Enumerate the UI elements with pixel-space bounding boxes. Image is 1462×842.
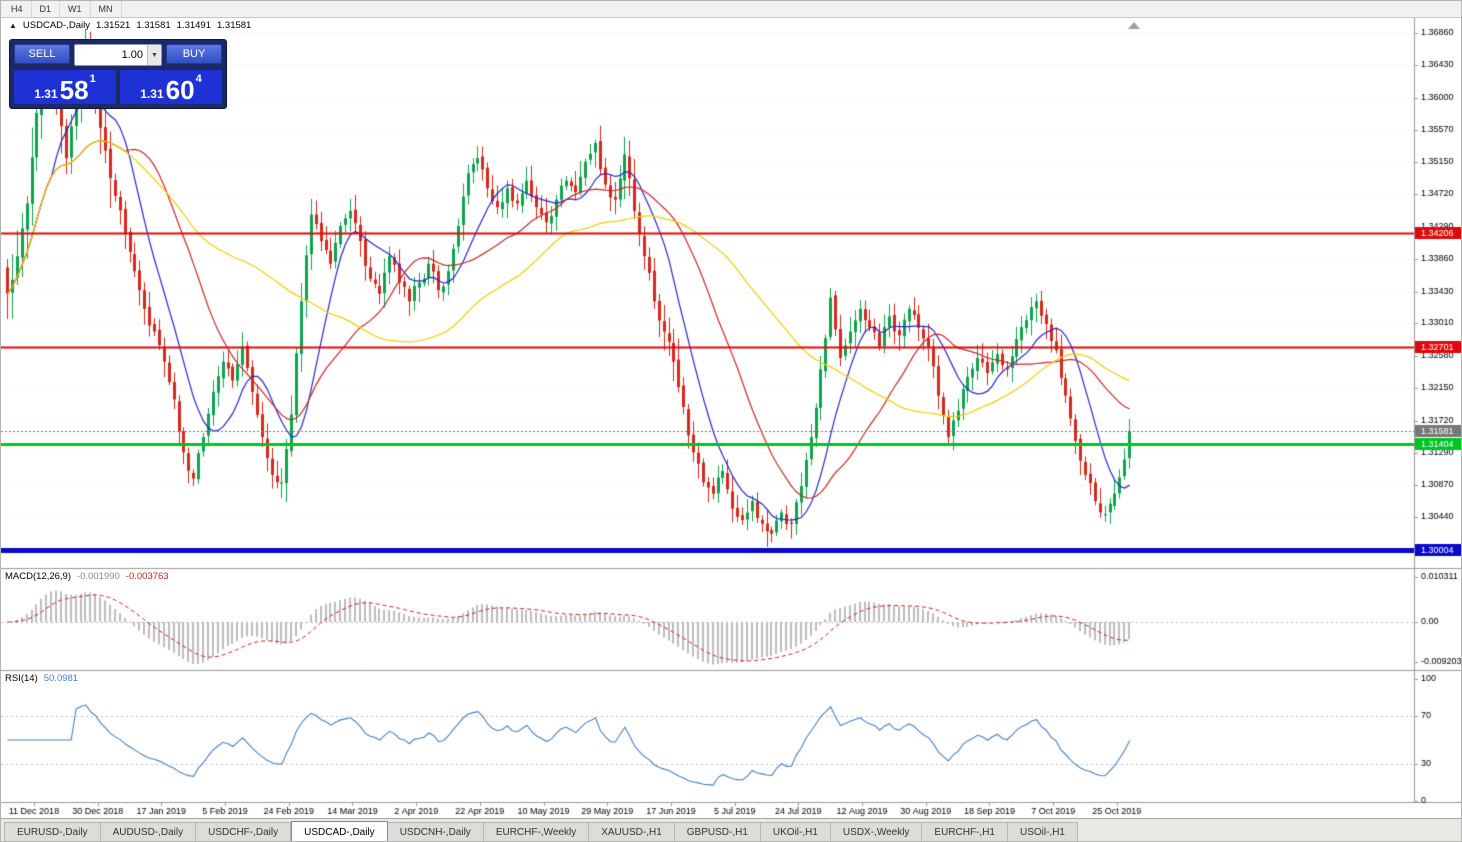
timeframe-button-h4[interactable]: H4 [3, 1, 32, 17]
chart-tab-xauusd-h1[interactable]: XAUUSD-,H1 [589, 822, 675, 841]
bid-pipette: 1 [89, 73, 96, 85]
chart-tab-eurusd-daily[interactable]: EURUSD-,Daily [4, 822, 101, 841]
ask-price-button[interactable]: 1.31 60 4 [120, 70, 222, 104]
ask-pips: 60 [165, 74, 195, 105]
one-click-trading-panel: SELL ▼ BUY 1.31 58 1 1.31 60 4 [9, 39, 227, 109]
symbol-label: USDCAD-,Daily [22, 20, 90, 31]
chart-tab-eurchf-h1[interactable]: EURCHF-,H1 [922, 822, 1008, 841]
volume-dropdown-button[interactable]: ▼ [147, 45, 161, 65]
chart-tab-audusd-daily[interactable]: AUDUSD-,Daily [100, 822, 197, 841]
ohlc-high: 1.31581 [136, 20, 171, 31]
volume-input[interactable] [75, 45, 147, 65]
bid-price-button[interactable]: 1.31 58 1 [14, 70, 116, 104]
chart-tab-usdchf-daily[interactable]: USDCHF-,Daily [196, 822, 292, 841]
buy-button[interactable]: BUY [166, 44, 222, 64]
chart-canvas[interactable] [1, 1, 1461, 818]
chart-tab-eurchf-weekly[interactable]: EURCHF-,Weekly [483, 822, 590, 841]
rsi-name: RSI(14) [5, 673, 38, 684]
volume-box: ▼ [74, 44, 162, 66]
ask-pipette: 4 [195, 73, 202, 85]
timeframe-button-mn[interactable]: MN [91, 1, 122, 17]
timeframe-button-d1[interactable]: D1 [32, 1, 61, 17]
chart-tab-usdx-weekly[interactable]: USDX-,Weekly [830, 822, 923, 841]
macd-name: MACD(12,26,9) [5, 571, 71, 582]
rsi-indicator-label: RSI(14) 50.0981 [5, 673, 78, 684]
macd-signal-value: -0.003763 [125, 571, 169, 582]
bid-pips: 58 [59, 74, 89, 105]
timeframe-button-w1[interactable]: W1 [60, 1, 91, 17]
ohlc-close: 1.31581 [217, 20, 252, 31]
bid-big-figure: 1.31 [34, 86, 58, 101]
chart-ohlc-header: ▲ USDCAD-,Daily 1.31521 1.31581 1.31491 … [9, 20, 251, 31]
chart-tab-bar: EURUSD-,Daily AUDUSD-,Daily USDCHF-,Daily U… [1, 818, 1461, 841]
ask-big-figure: 1.31 [140, 86, 164, 101]
chart-tab-usdcnh-daily[interactable]: USDCNH-,Daily [387, 822, 484, 841]
timeframe-toolbar: H4 D1 W1 MN [1, 1, 1461, 18]
macd-main-value: -0.001990 [77, 571, 120, 582]
chart-tab-usdcad-daily[interactable]: USDCAD-,Daily [291, 821, 388, 841]
rsi-value: 50.0981 [43, 673, 79, 684]
ohlc-low: 1.31491 [176, 20, 211, 31]
chart-tab-ukoil-h1[interactable]: UKOil-,H1 [760, 822, 831, 841]
chart-tab-gbpusd-h1[interactable]: GBPUSD-,H1 [674, 822, 761, 841]
chart-tab-usoil-h1[interactable]: USOil-,H1 [1007, 822, 1078, 841]
one-click-panel-toggle-icon[interactable]: ▲ [9, 20, 17, 30]
macd-indicator-label: MACD(12,26,9) -0.001990 -0.003763 [5, 571, 169, 582]
ohlc-open: 1.31521 [95, 20, 131, 31]
sell-button[interactable]: SELL [14, 44, 70, 64]
